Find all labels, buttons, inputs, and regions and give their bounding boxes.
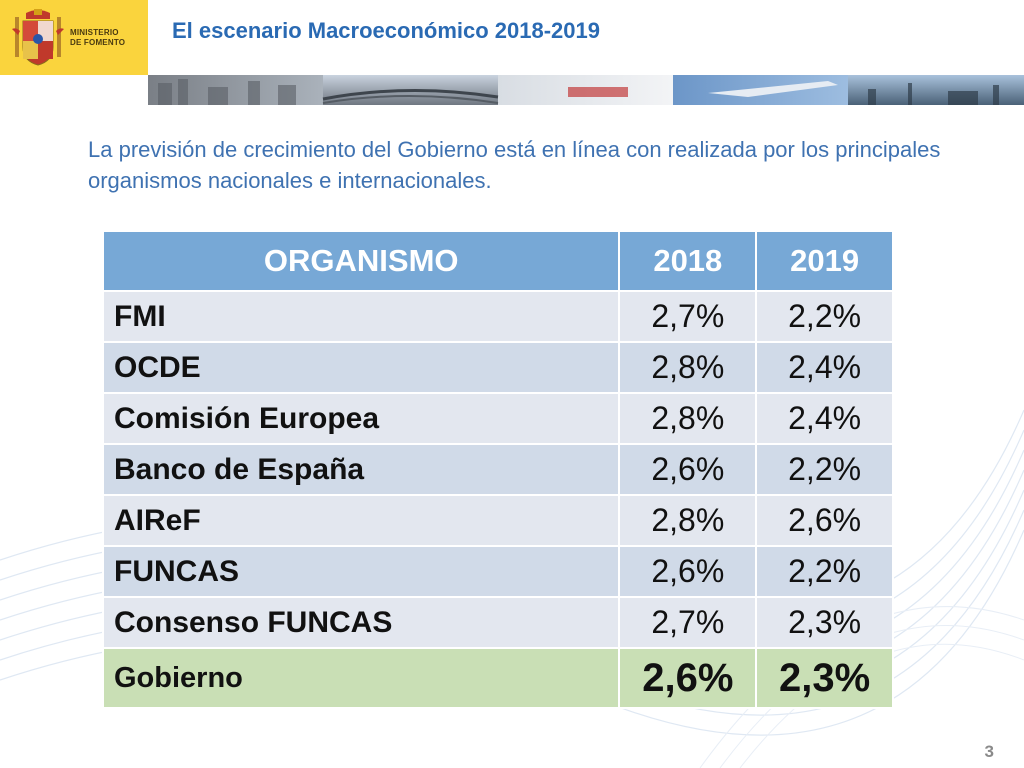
organismo-cell: FMI — [101, 290, 621, 343]
slide-subtitle: La previsión de crecimiento del Gobierno… — [88, 137, 941, 193]
value-2019-cell: 2,2% — [755, 290, 894, 343]
organismo-cell: Comisión Europea — [101, 392, 621, 445]
organismo-cell: Gobierno — [101, 647, 621, 709]
value-2018-cell: 2,7% — [618, 596, 758, 649]
organismo-cell: FUNCAS — [101, 545, 621, 598]
table-row-government: Gobierno 2,6% 2,3% — [101, 647, 894, 709]
column-header-2018: 2018 — [618, 230, 758, 292]
header-photo-strip — [148, 75, 1024, 105]
value-2018-cell: 2,6% — [618, 647, 758, 709]
organismo-cell: AIReF — [101, 494, 621, 547]
value-2019-cell: 2,6% — [755, 494, 894, 547]
value-2019-cell: 2,3% — [755, 647, 894, 709]
header-bar — [148, 0, 1024, 75]
value-2019-cell: 2,4% — [755, 341, 894, 394]
value-2018-cell: 2,8% — [618, 494, 758, 547]
table-row: OCDE 2,8% 2,4% — [101, 341, 894, 394]
ministry-name: MINISTERIO DE FOMENTO — [70, 27, 126, 47]
table-row: FUNCAS 2,6% 2,2% — [101, 545, 894, 598]
value-2018-cell: 2,8% — [618, 341, 758, 394]
value-2018-cell: 2,8% — [618, 392, 758, 445]
organismo-cell: Banco de España — [101, 443, 621, 496]
value-2019-cell: 2,2% — [755, 545, 894, 598]
table-header-row: ORGANISMO 2018 2019 — [101, 230, 894, 292]
value-2018-cell: 2,7% — [618, 290, 758, 343]
value-2019-cell: 2,2% — [755, 443, 894, 496]
column-header-2019: 2019 — [755, 230, 894, 292]
organismo-cell: Consenso FUNCAS — [101, 596, 621, 649]
value-2018-cell: 2,6% — [618, 443, 758, 496]
value-2019-cell: 2,4% — [755, 392, 894, 445]
value-2018-cell: 2,6% — [618, 545, 758, 598]
value-2019-cell: 2,3% — [755, 596, 894, 649]
coat-of-arms-icon — [12, 8, 64, 66]
table-row: Comisión Europea 2,8% 2,4% — [101, 392, 894, 445]
table-row: Consenso FUNCAS 2,7% 2,3% — [101, 596, 894, 649]
table-row: AIReF 2,8% 2,6% — [101, 494, 894, 547]
organismo-cell: OCDE — [101, 341, 621, 394]
table-row: Banco de España 2,6% 2,2% — [101, 443, 894, 496]
ministry-logo: MINISTERIO DE FOMENTO — [0, 0, 148, 75]
page-number: 3 — [984, 742, 994, 761]
table-row: FMI 2,7% 2,2% — [101, 290, 894, 343]
forecast-table: ORGANISMO 2018 2019 FMI 2,7% 2,2% OCDE 2… — [101, 230, 894, 709]
slide-title: El escenario Macroeconómico 2018-2019 — [172, 18, 600, 43]
column-header-organismo: ORGANISMO — [101, 230, 621, 292]
